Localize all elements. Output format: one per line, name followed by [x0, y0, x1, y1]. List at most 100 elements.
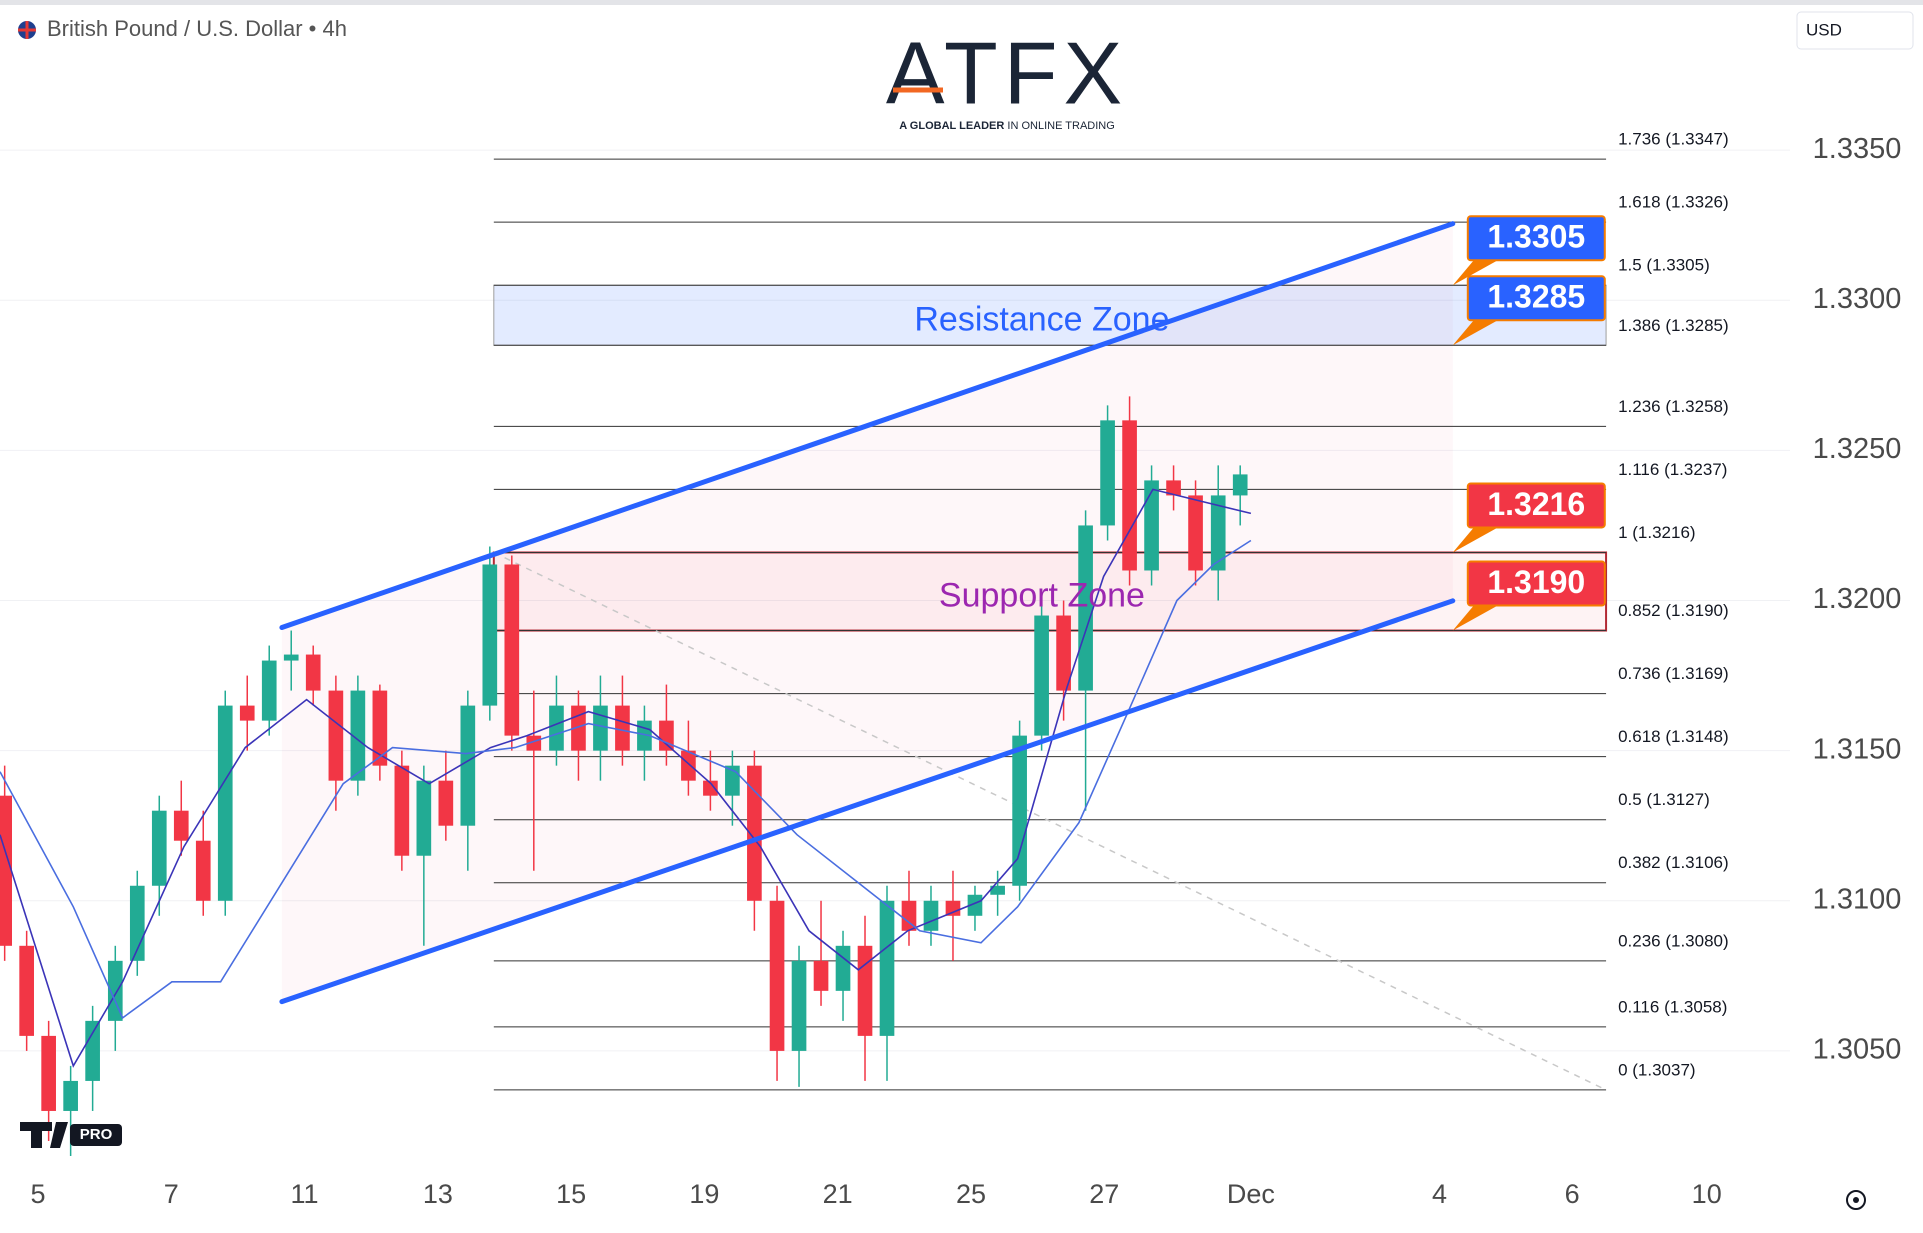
- channel-line: [279, 598, 1456, 1005]
- candle-body: [791, 960, 807, 1051]
- candle-body: [879, 900, 895, 1036]
- candle-body: [151, 810, 167, 886]
- pro-badge: [70, 1124, 122, 1146]
- candle-body: [1232, 474, 1248, 496]
- y-tick-label: 1.3250: [1813, 433, 1902, 465]
- price-label-tail: [1452, 605, 1498, 631]
- symbol-title: British Pound / U.S. Dollar • 4h: [47, 16, 347, 41]
- candle-body: [305, 654, 321, 691]
- fib-label: 1.236 (1.3258): [1618, 397, 1729, 416]
- x-tick-label: 11: [291, 1179, 319, 1209]
- candle-body: [1012, 735, 1027, 886]
- plot-layer: [0, 221, 1456, 1156]
- tagline-bold: A GLOBAL LEADER: [899, 120, 1004, 132]
- candle-body: [923, 900, 939, 931]
- logo-tagline: A GLOBAL LEADER IN ONLINE TRADING: [899, 120, 1115, 132]
- candle-body: [769, 900, 785, 1051]
- candle-body: [526, 735, 542, 751]
- x-tick-label: 5: [30, 1179, 45, 1209]
- candle-body: [85, 1020, 100, 1081]
- candle-body: [901, 900, 917, 931]
- candle-body: [1166, 480, 1181, 496]
- candle-body: [835, 945, 851, 991]
- candle-body: [460, 705, 476, 826]
- candle-body: [1144, 480, 1159, 571]
- candle-body: [945, 900, 961, 916]
- candle-body: [857, 945, 873, 1036]
- price-label-tail: [1452, 320, 1498, 346]
- flag-cross: [18, 21, 36, 39]
- x-tick-label: Dec: [1227, 1179, 1275, 1209]
- candle-body: [438, 780, 454, 826]
- moving-average: [0, 488, 1252, 1068]
- candle-body: [350, 690, 366, 781]
- y-tick-label: 1.3050: [1813, 1034, 1902, 1066]
- candle-body: [416, 780, 432, 856]
- x-tick-label: 6: [1565, 1179, 1580, 1209]
- candle-body: [239, 705, 255, 721]
- candle-body: [173, 810, 189, 841]
- zone-label: Resistance Zone: [914, 300, 1169, 338]
- candle-body: [1034, 615, 1049, 736]
- fib-label: 1 (1.3216): [1618, 523, 1696, 542]
- candle-body: [703, 780, 718, 796]
- candle-body: [1210, 495, 1226, 571]
- price-label-box: [1466, 215, 1606, 262]
- fib-label: 1.618 (1.3326): [1618, 193, 1729, 212]
- x-tick-label: 4: [1432, 1179, 1447, 1209]
- candle-body: [1100, 420, 1115, 526]
- candle-body: [283, 654, 299, 661]
- y-tick-label: 1.3200: [1813, 583, 1902, 615]
- currency-label[interactable]: USD: [1806, 20, 1842, 39]
- candle-body: [19, 945, 34, 1036]
- candle-body: [967, 894, 983, 916]
- channel-line: [279, 221, 1456, 631]
- price-label-text: 1.3190: [1487, 564, 1585, 600]
- x-tick-label: 27: [1089, 1179, 1119, 1209]
- candle-body: [372, 690, 388, 766]
- candle-body: [1056, 615, 1071, 691]
- fib-label: 0 (1.3037): [1618, 1060, 1696, 1079]
- price-label-text: 1.3285: [1487, 279, 1585, 315]
- x-tick-label: 19: [689, 1179, 719, 1209]
- candle-body: [261, 660, 277, 721]
- candle-body: [0, 795, 12, 946]
- candle-body: [593, 705, 608, 751]
- settings-icon-center[interactable]: [1853, 1197, 1859, 1203]
- candle-body: [1188, 495, 1203, 571]
- price-label-box: [1466, 560, 1606, 607]
- candle-body: [504, 564, 520, 736]
- price-label-tail: [1452, 527, 1498, 553]
- candle-body: [747, 765, 762, 901]
- candle-body: [1122, 420, 1137, 571]
- fib-label: 0.382 (1.3106): [1618, 853, 1729, 872]
- fib-anchor: [493, 551, 1607, 1091]
- fib-label: 1.386 (1.3285): [1618, 316, 1729, 335]
- zone-label: Support Zone: [939, 576, 1145, 614]
- fib-label: 0.736 (1.3169): [1618, 664, 1729, 683]
- candle-body: [63, 1080, 78, 1111]
- y-tick-label: 1.3350: [1813, 133, 1902, 165]
- candle-body: [659, 720, 674, 751]
- zone: [492, 551, 1608, 632]
- candle-body: [195, 840, 211, 901]
- tagline-light: IN ONLINE TRADING: [1007, 120, 1114, 132]
- candle-body: [615, 705, 630, 751]
- fib-label: 0.618 (1.3148): [1618, 727, 1729, 746]
- pro-label: PRO: [80, 1126, 113, 1143]
- x-tick-label: 13: [423, 1179, 453, 1209]
- currency-button[interactable]: [1796, 11, 1914, 50]
- moving-average: [0, 539, 1252, 1020]
- x-tick-label: 21: [823, 1179, 853, 1209]
- y-tick-label: 1.3150: [1813, 733, 1902, 765]
- fib-label: 1.5 (1.3305): [1618, 256, 1710, 275]
- background-layer: [0, 149, 1790, 1091]
- settings-icon[interactable]: [1846, 1190, 1866, 1210]
- candle-body: [328, 690, 344, 781]
- fib-label: 0.5 (1.3127): [1618, 790, 1710, 809]
- price-label-box: [1466, 275, 1606, 322]
- fib-label: 0.852 (1.3190): [1618, 601, 1729, 620]
- y-tick-label: 1.3300: [1813, 283, 1902, 315]
